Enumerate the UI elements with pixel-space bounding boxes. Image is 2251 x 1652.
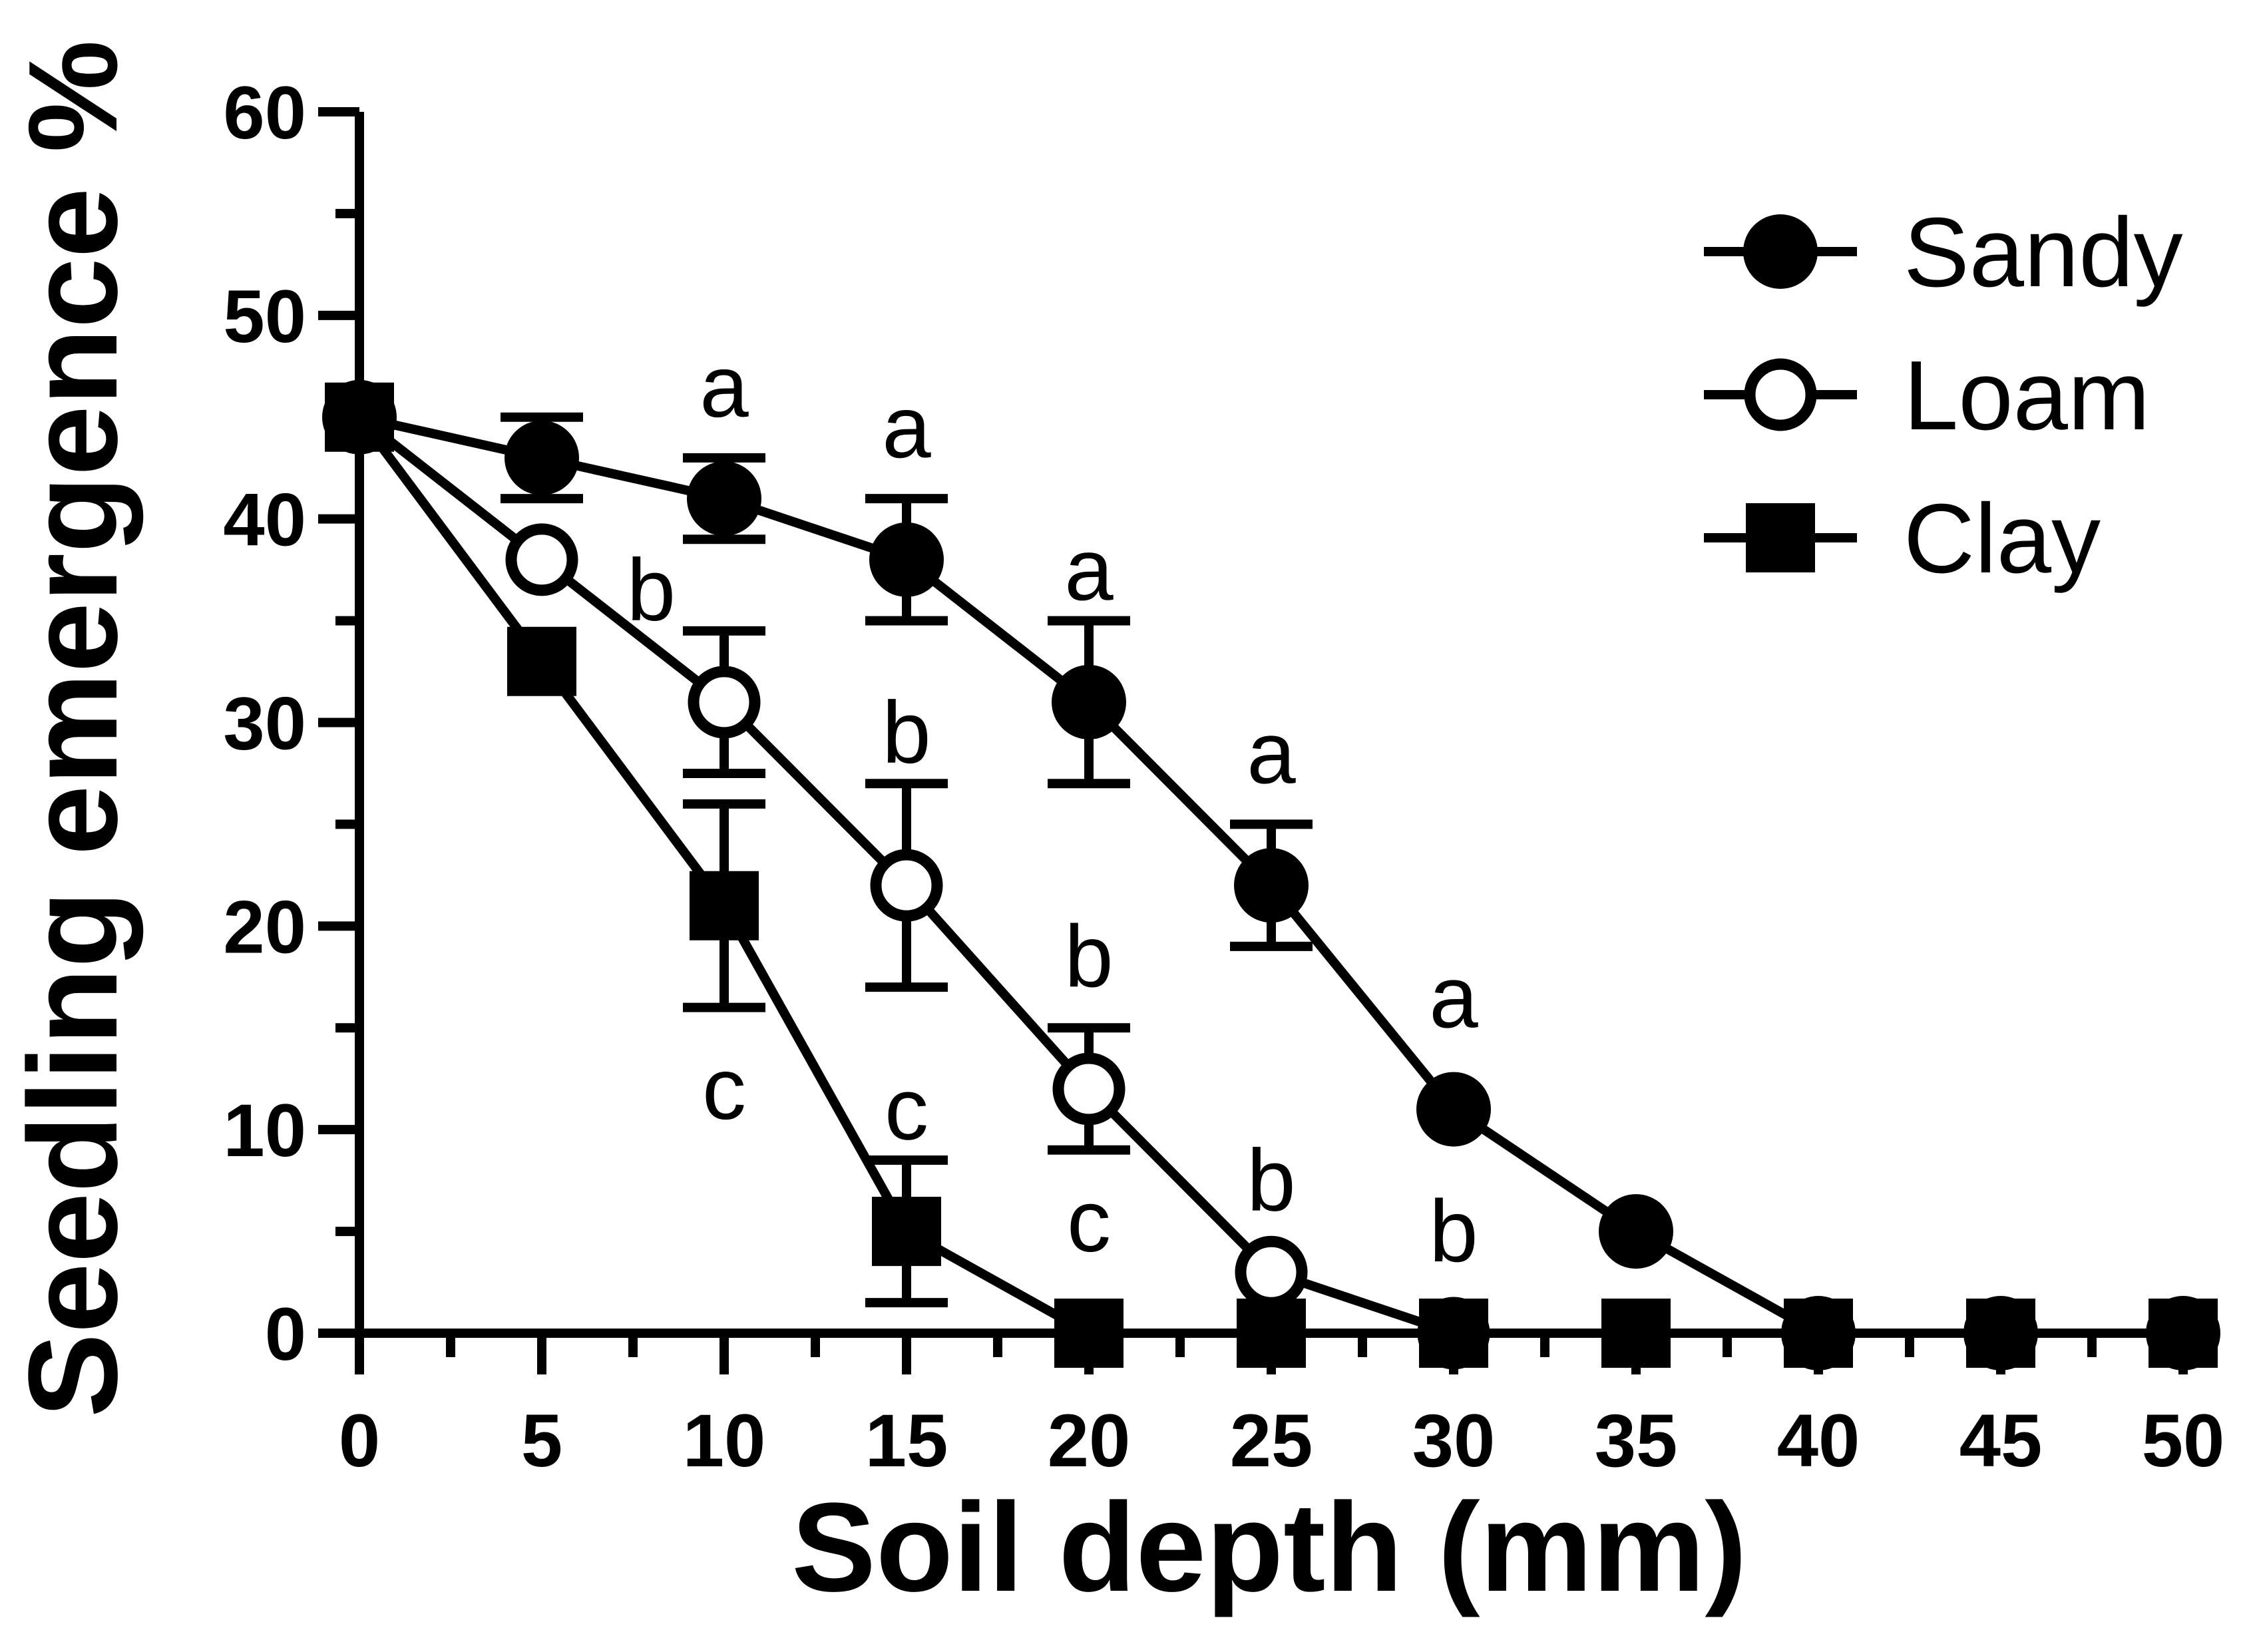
- sandy-point: [1234, 848, 1309, 923]
- clay-legend-label: Clay: [1904, 484, 2101, 594]
- significance-letter: b: [882, 684, 930, 781]
- clay-legend-marker: [1746, 503, 1815, 572]
- significance-letter: a: [700, 337, 749, 435]
- x-tick-label: 45: [1959, 1399, 2043, 1482]
- significance-letter: a: [1429, 948, 1478, 1046]
- sandy-point: [505, 420, 579, 495]
- significance-letter: a: [1064, 520, 1114, 618]
- legend: Sandy Loam Clay: [1704, 198, 2183, 594]
- y-tick-label: 50: [223, 275, 306, 358]
- loam-point: [870, 849, 943, 922]
- sandy-legend-marker: [1743, 214, 1818, 289]
- significance-letter: a: [1247, 704, 1296, 801]
- loam-legend-label: Loam: [1904, 341, 2150, 451]
- clay-point: [507, 626, 576, 696]
- x-tick-label: 5: [521, 1399, 562, 1482]
- x-tick-label: 25: [1230, 1399, 1313, 1482]
- clay-point: [690, 871, 759, 940]
- significance-letter: b: [627, 541, 676, 639]
- significance-letter: c: [885, 1060, 928, 1158]
- x-tick-label: 20: [1048, 1399, 1131, 1482]
- sandy-point: [687, 461, 761, 536]
- loam-point: [1235, 1235, 1308, 1309]
- significance-letter: b: [1064, 907, 1113, 1005]
- significance-letter: a: [882, 378, 931, 476]
- x-tick-label: 35: [1595, 1399, 1678, 1482]
- sandy-point: [1052, 664, 1126, 739]
- x-tick-label: 30: [1412, 1399, 1496, 1482]
- y-tick-label: 20: [223, 885, 306, 968]
- x-tick-label: 10: [683, 1399, 766, 1482]
- loam-point: [1052, 1052, 1126, 1126]
- x-tick-label: 15: [865, 1399, 948, 1482]
- sandy-point: [1599, 1194, 1673, 1269]
- x-tick-label: 40: [1777, 1399, 1860, 1482]
- loam-legend-marker: [1744, 358, 1817, 431]
- sandy-point: [869, 522, 944, 597]
- significance-letter: b: [1247, 1132, 1295, 1229]
- y-tick-label: 30: [223, 682, 306, 765]
- significance-letters: a a a a a b b b b b c c c: [627, 337, 1479, 1280]
- sandy-legend-label: Sandy: [1904, 198, 2183, 308]
- y-tick-label: 10: [223, 1089, 306, 1172]
- clay-point: [872, 1197, 941, 1267]
- significance-letter: b: [1429, 1182, 1478, 1280]
- y-axis-title: Seedling emergence %: [3, 40, 144, 1418]
- x-tick-label: 0: [339, 1399, 380, 1482]
- x-tick-label: 50: [2142, 1399, 2225, 1482]
- significance-letter: c: [702, 1040, 746, 1137]
- axis-ticks: 0 5 10 15 20 25 30 35 40 45 50 0 10 20 30 40 50 60: [223, 71, 2224, 1482]
- x-axis-title: Soil depth (mm): [791, 1477, 1746, 1618]
- loam-point: [688, 666, 761, 739]
- y-tick-label: 60: [223, 71, 306, 154]
- sandy-point: [1416, 1072, 1491, 1147]
- y-tick-label: 40: [223, 479, 306, 562]
- y-tick-label: 0: [265, 1293, 306, 1376]
- significance-letter: c: [1067, 1172, 1111, 1270]
- loam-point: [505, 523, 578, 596]
